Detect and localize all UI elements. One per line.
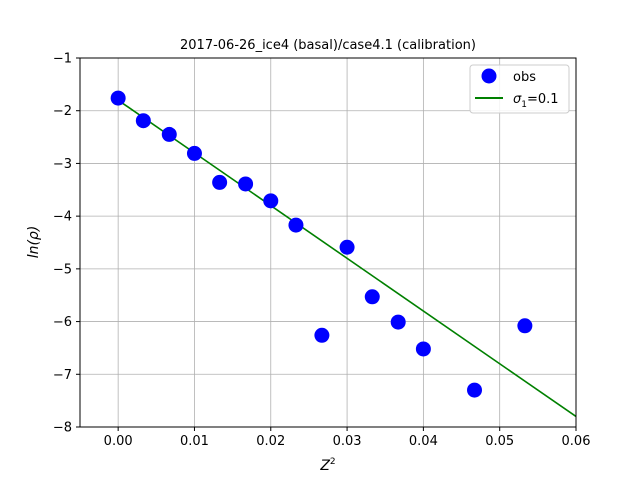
plot-data <box>110 90 577 418</box>
legend: obs σ1=0.1 <box>469 64 570 114</box>
axis-ticks: 0.00 0.01 0.02 0.03 0.04 0.05 0.06 −1 −2 −3 −4 −5 −6… <box>53 52 591 450</box>
x-tick-label: 0.03 <box>333 434 362 449</box>
chart-title: 2017-06-26_ice4 (basal)/case4.1 (calibra… <box>180 38 476 53</box>
obs-point <box>263 193 279 209</box>
obs-point <box>238 176 254 192</box>
legend-label-obs: obs <box>513 70 536 85</box>
y-axis-label: ln(ρ) <box>26 226 42 259</box>
y-tick-label: −1 <box>53 52 72 67</box>
y-tick-label: −2 <box>53 104 72 119</box>
obs-point <box>314 327 330 343</box>
x-axis-label-base: Z <box>319 458 330 474</box>
grid-lines <box>80 57 577 428</box>
obs-point <box>364 289 380 305</box>
obs-point <box>161 126 177 142</box>
x-tick-label: 0.06 <box>562 434 591 449</box>
y-tick-label: −7 <box>53 368 72 383</box>
legend-fit-sigma: σ <box>513 92 522 107</box>
x-tick-label: 0.00 <box>104 434 133 449</box>
y-tick-label: −5 <box>53 262 72 277</box>
obs-point <box>110 90 126 106</box>
y-tick-label: −8 <box>53 421 72 436</box>
obs-point <box>186 145 202 161</box>
x-axis-label: Z2 <box>319 457 335 474</box>
x-tick-label: 0.05 <box>485 434 514 449</box>
obs-point <box>517 318 533 334</box>
obs-point <box>415 341 431 357</box>
legend-marker-obs <box>481 68 497 84</box>
y-tick-label: −4 <box>53 210 72 225</box>
legend-fit-subscript: 1 <box>521 100 527 110</box>
x-tick-label: 0.02 <box>256 434 285 449</box>
x-tick-label: 0.04 <box>409 434 438 449</box>
legend-label-fit: σ1=0.1 <box>513 92 559 110</box>
obs-point <box>288 217 304 233</box>
obs-point <box>339 239 355 255</box>
obs-point <box>467 382 483 398</box>
obs-point <box>390 314 406 330</box>
obs-point <box>135 113 151 129</box>
obs-point <box>212 174 228 190</box>
legend-fit-value: =0.1 <box>527 92 559 107</box>
x-axis-label-superscript: 2 <box>330 457 336 467</box>
y-tick-label: −3 <box>53 157 72 172</box>
y-tick-label: −6 <box>53 315 72 330</box>
x-tick-label: 0.01 <box>180 434 209 449</box>
plot-frame <box>79 57 577 428</box>
